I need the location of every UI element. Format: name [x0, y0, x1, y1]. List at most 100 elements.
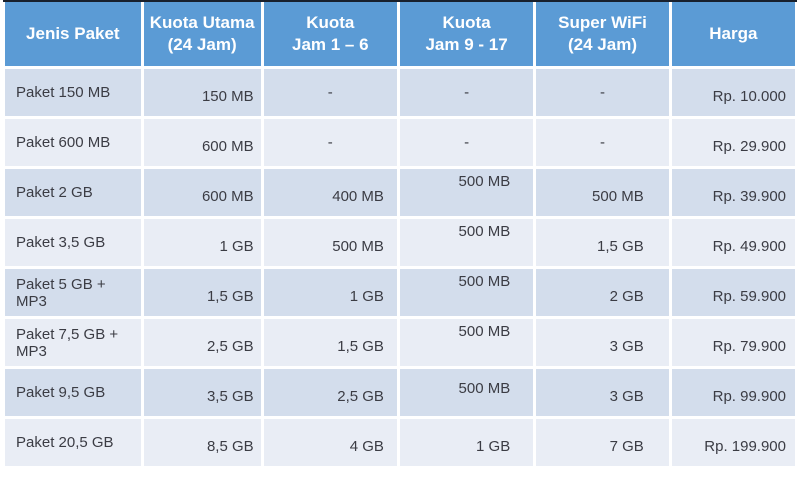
cell-value: 500 MB	[458, 173, 511, 190]
column-header-harga: Harga	[671, 2, 795, 66]
cell-value: 1 GB	[219, 238, 254, 255]
cell-super-wifi-24-jam: 3 GB	[536, 369, 669, 416]
cell-value: Paket 5 GB + MP3	[16, 275, 106, 310]
cell-jenis-paket: Paket 150 MB	[5, 69, 141, 116]
table-row: Paket 600 MB 600 MB - - - Rp. 29.900	[5, 119, 795, 166]
cell-value: 400 MB	[332, 188, 384, 205]
cell-value: 4 GB	[349, 438, 384, 455]
cell-value: 8,5 GB	[206, 438, 254, 455]
cell-value: Rp. 10.000	[712, 88, 786, 105]
cell-jenis-paket: Paket 5 GB + MP3	[5, 269, 141, 316]
cell-value: 500 MB	[592, 188, 644, 205]
cell-jenis-paket: Paket 7,5 GB + MP3	[5, 319, 141, 366]
cell-kuota-utama-24-jam: 1,5 GB	[143, 269, 261, 316]
cell-value: -	[464, 134, 470, 151]
cell-value: 600 MB	[201, 188, 254, 205]
table-row: Paket 2 GB 600 MB 400 MB 500 MB 500 MB Rp. 39…	[5, 169, 795, 216]
cell-value: 3 GB	[609, 338, 644, 355]
cell-value: 500 MB	[458, 380, 511, 397]
cell-kuota-jam-9-17: 500 MB	[399, 269, 534, 316]
cell-value: Paket 20,5 GB	[16, 434, 114, 451]
cell-jenis-paket: Paket 20,5 GB	[5, 419, 141, 466]
cell-value: 1,5 GB	[337, 338, 384, 355]
cell-value: 7 GB	[609, 438, 644, 455]
cell-harga: Rp. 10.000	[671, 69, 795, 116]
cell-value: 500 MB	[458, 323, 511, 340]
cell-kuota-jam-9-17: 1 GB	[399, 419, 534, 466]
cell-value: 3,5 GB	[206, 388, 254, 405]
cell-value: Rp. 49.900	[712, 238, 786, 255]
cell-harga: Rp. 199.900	[671, 419, 795, 466]
cell-kuota-jam-1-6: 1 GB	[263, 269, 397, 316]
cell-value: Paket 600 MB	[16, 134, 111, 151]
cell-value: 500 MB	[332, 238, 384, 255]
cell-value: Rp. 199.900	[704, 438, 786, 455]
cell-value: Rp. 59.900	[712, 288, 786, 305]
cell-kuota-jam-1-6: 500 MB	[263, 219, 397, 266]
cell-kuota-jam-1-6: 400 MB	[263, 169, 397, 216]
cell-value: 2 GB	[609, 288, 644, 305]
cell-value: 1 GB	[349, 288, 384, 305]
cell-super-wifi-24-jam: -	[536, 69, 669, 116]
cell-kuota-jam-9-17: 500 MB	[399, 219, 534, 266]
column-header-super-wifi-24-jam: Super WiFi (24 Jam)	[536, 2, 669, 66]
cell-kuota-jam-9-17: 500 MB	[399, 369, 534, 416]
cell-value: Paket 7,5 GB + MP3	[16, 325, 119, 360]
cell-harga: Rp. 49.900	[671, 219, 795, 266]
cell-kuota-jam-9-17: 500 MB	[399, 319, 534, 366]
cell-kuota-utama-24-jam: 600 MB	[143, 169, 261, 216]
cell-kuota-jam-1-6: 1,5 GB	[263, 319, 397, 366]
paket-pricing-table: Jenis Paket Kuota Utama (24 Jam) Kuota Jam…	[2, 0, 798, 469]
cell-jenis-paket: Paket 600 MB	[5, 119, 141, 166]
cell-super-wifi-24-jam: 2 GB	[536, 269, 669, 316]
cell-value: -	[599, 84, 605, 101]
cell-value: -	[327, 134, 333, 151]
cell-value: Rp. 39.900	[712, 188, 786, 205]
cell-value: -	[327, 84, 333, 101]
cell-harga: Rp. 39.900	[671, 169, 795, 216]
cell-value: 2,5 GB	[337, 388, 384, 405]
cell-value: 1,5 GB	[597, 238, 644, 255]
cell-value: 1 GB	[476, 438, 511, 455]
cell-kuota-jam-1-6: -	[263, 69, 397, 116]
cell-kuota-utama-24-jam: 3,5 GB	[143, 369, 261, 416]
table-row: Paket 7,5 GB + MP3 2,5 GB 1,5 GB 500 MB 3 GB…	[5, 319, 795, 366]
column-header-kuota-utama-24-jam: Kuota Utama (24 Jam)	[143, 2, 261, 66]
table-body: Paket 150 MB 150 MB - - - Rp. 10.000 Paket 600…	[5, 69, 795, 466]
cell-harga: Rp. 99.900	[671, 369, 795, 416]
cell-value: 500 MB	[458, 223, 511, 240]
top-border-line	[3, 0, 797, 2]
table-wrapper: Jenis Paket Kuota Utama (24 Jam) Kuota Jam…	[2, 0, 798, 469]
table-row: Paket 5 GB + MP3 1,5 GB 1 GB 500 MB 2 GB Rp. …	[5, 269, 795, 316]
cell-jenis-paket: Paket 3,5 GB	[5, 219, 141, 266]
cell-kuota-utama-24-jam: 2,5 GB	[143, 319, 261, 366]
table-row: Paket 3,5 GB 1 GB 500 MB 500 MB 1,5 GB Rp. 49…	[5, 219, 795, 266]
cell-value: Paket 150 MB	[16, 84, 111, 101]
cell-value: Paket 3,5 GB	[16, 234, 106, 251]
cell-value: 2,5 GB	[206, 338, 254, 355]
header-row: Jenis Paket Kuota Utama (24 Jam) Kuota Jam…	[5, 2, 795, 66]
cell-harga: Rp. 59.900	[671, 269, 795, 316]
cell-value: Rp. 99.900	[712, 388, 786, 405]
cell-value: 1,5 GB	[206, 288, 254, 305]
table-row: Paket 150 MB 150 MB - - - Rp. 10.000	[5, 69, 795, 116]
cell-kuota-utama-24-jam: 150 MB	[143, 69, 261, 116]
cell-value: 600 MB	[201, 138, 254, 155]
cell-kuota-jam-9-17: -	[399, 69, 534, 116]
cell-kuota-jam-1-6: -	[263, 119, 397, 166]
cell-kuota-jam-9-17: -	[399, 119, 534, 166]
cell-kuota-jam-9-17: 500 MB	[399, 169, 534, 216]
cell-kuota-jam-1-6: 2,5 GB	[263, 369, 397, 416]
cell-super-wifi-24-jam: 7 GB	[536, 419, 669, 466]
cell-kuota-jam-1-6: 4 GB	[263, 419, 397, 466]
table-row: Paket 20,5 GB 8,5 GB 4 GB 1 GB 7 GB Rp. 199.9…	[5, 419, 795, 466]
cell-value: Paket 2 GB	[16, 184, 93, 201]
cell-jenis-paket: Paket 9,5 GB	[5, 369, 141, 416]
cell-super-wifi-24-jam: 3 GB	[536, 319, 669, 366]
cell-value: 500 MB	[458, 273, 511, 290]
cell-value: Rp. 29.900	[712, 138, 786, 155]
cell-value: Rp. 79.900	[712, 338, 786, 355]
cell-value: 3 GB	[609, 388, 644, 405]
cell-super-wifi-24-jam: 500 MB	[536, 169, 669, 216]
